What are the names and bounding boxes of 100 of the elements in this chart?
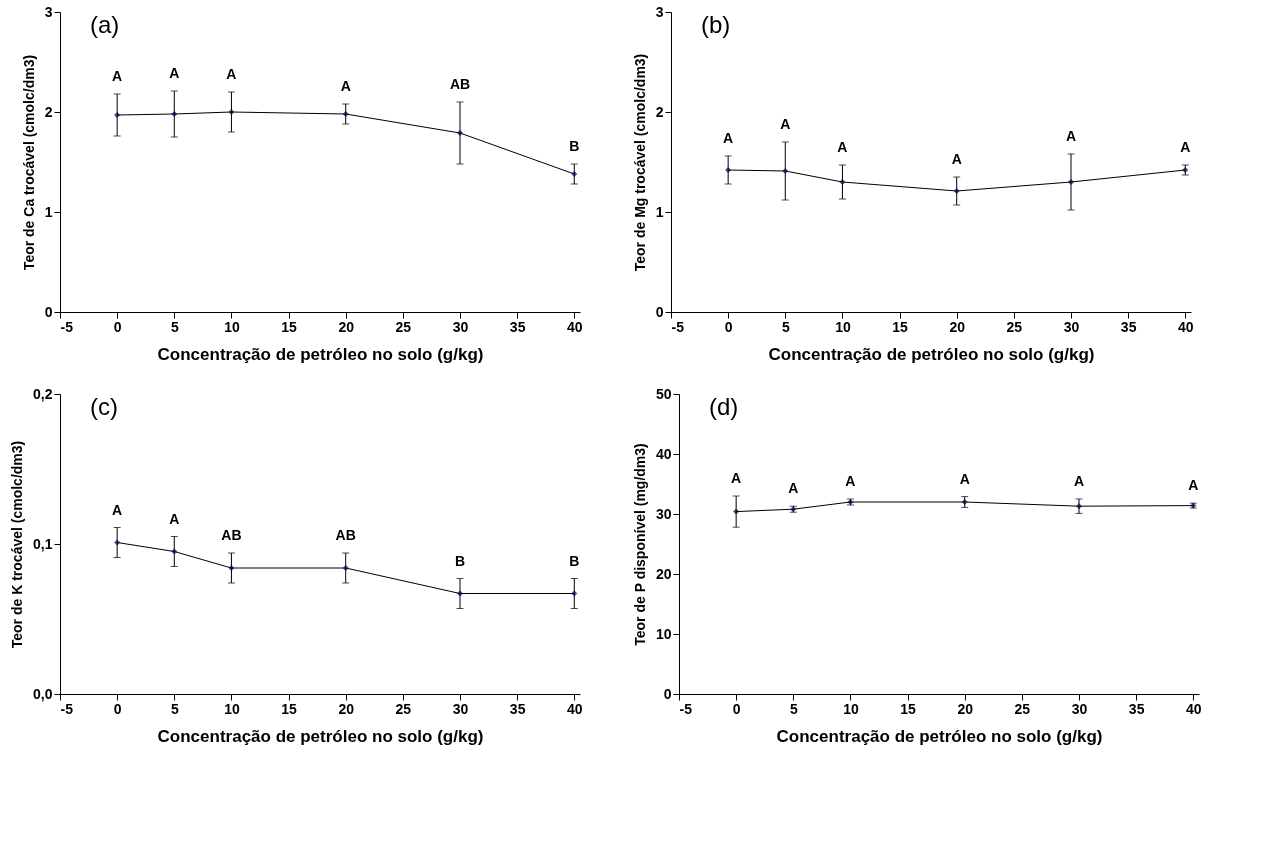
annotation: A [731, 470, 742, 486]
annotation: A [226, 66, 237, 82]
x-tick-label: -5 [60, 318, 74, 335]
point [457, 130, 463, 136]
x-tick-label: 10 [224, 700, 240, 717]
y-tick-label: 20 [655, 565, 672, 582]
point [342, 111, 349, 117]
y-tick-label: 1 [44, 203, 53, 220]
annotation: (c) [90, 393, 118, 420]
x-tick-label: 10 [835, 318, 851, 335]
y-tick-label: 1 [655, 203, 664, 220]
annotation: (d) [709, 393, 739, 420]
y-axis-title: Teor de Mg trocável (cmolc/dm3) [631, 53, 648, 272]
y-tick-label: 0,0 [33, 685, 53, 702]
x-axis-title: Concentração de petróleo no solo (g/kg) [157, 726, 484, 746]
point [839, 179, 846, 185]
x-tick-label: 30 [1063, 318, 1080, 335]
x-tick-label: 40 [1186, 700, 1202, 717]
annotation: A [959, 470, 970, 487]
annotation: A [845, 473, 856, 489]
x-tick-label: 15 [892, 318, 909, 335]
annotation: AB [335, 527, 356, 543]
x-tick-label: 5 [781, 318, 790, 335]
annotation: A [788, 480, 799, 497]
point [114, 112, 121, 118]
point [342, 565, 349, 571]
point [571, 171, 578, 177]
y-tick-label: 0,2 [33, 385, 53, 402]
x-tick-label: 5 [170, 700, 179, 717]
x-tick-label: 25 [395, 318, 412, 335]
x-tick-label: 35 [1120, 318, 1137, 335]
point [171, 548, 178, 555]
x-tick-label: 15 [281, 700, 298, 717]
y-tick-label: 10 [655, 625, 672, 642]
x-tick-label: 5 [170, 318, 179, 335]
x-tick-label: 0 [113, 318, 122, 335]
y-tick-label: 0,1 [33, 535, 53, 552]
annotation: A [1188, 477, 1199, 494]
x-tick-label: 15 [281, 318, 298, 335]
y-axis-title: Teor de K trocável (cmolc/dm3) [9, 440, 26, 649]
annotation: (b) [701, 11, 731, 38]
x-tick-label: 40 [1178, 318, 1194, 335]
x-tick-label: 15 [900, 700, 917, 717]
point [782, 168, 789, 174]
annotation: A [1073, 473, 1085, 489]
x-tick-label: 40 [567, 700, 583, 717]
point [1076, 503, 1082, 510]
point [733, 508, 740, 515]
annotation: A [112, 501, 123, 518]
x-tick-label: 20 [949, 318, 966, 335]
y-tick-label: 50 [655, 385, 672, 402]
y-tick-label: 2 [655, 103, 664, 120]
y-tick-label: 0 [655, 303, 664, 320]
x-tick-label: 10 [224, 318, 240, 335]
x-tick-label: 35 [509, 318, 526, 335]
annotation: A [951, 151, 962, 167]
x-tick-label: 30 [452, 318, 469, 335]
x-axis-title: Concentração de petróleo no solo (g/kg) [157, 344, 484, 364]
x-tick-label: 35 [509, 700, 526, 717]
annotation: A [340, 78, 351, 94]
y-tick-label: 40 [655, 445, 672, 462]
annotation: A [780, 116, 791, 132]
annotation: A [169, 510, 180, 527]
x-tick-label: -5 [679, 700, 693, 717]
point [571, 590, 578, 597]
y-tick-label: 2 [44, 103, 53, 120]
x-tick-label: 30 [452, 700, 469, 717]
point [228, 109, 235, 115]
annotation: B [569, 552, 580, 569]
x-axis-title: Concentração de petróleo no solo (g/kg) [776, 726, 1103, 746]
annotation: A [1065, 128, 1077, 144]
point [953, 188, 960, 194]
point [1068, 179, 1074, 185]
annotation: A [837, 139, 848, 155]
x-tick-label: 0 [724, 318, 733, 335]
x-tick-label: -5 [671, 318, 685, 335]
x-tick-label: 25 [395, 700, 412, 717]
y-tick-label: 0 [44, 303, 53, 320]
x-tick-label: 5 [789, 700, 798, 717]
annotation: A [723, 130, 734, 146]
x-tick-label: -5 [60, 700, 74, 717]
x-axis-title: Concentração de petróleo no solo (g/kg) [768, 344, 1095, 364]
x-tick-label: 20 [957, 700, 974, 717]
point [457, 590, 463, 597]
annotation: AB [221, 527, 242, 543]
x-tick-label: 40 [567, 318, 583, 335]
y-axis-title: Teor de P disponível (mg/dm3) [631, 443, 648, 646]
x-tick-label: 0 [732, 700, 741, 717]
point [114, 539, 121, 546]
point [725, 167, 732, 173]
annotation: A [1180, 139, 1191, 155]
y-tick-label: 3 [44, 3, 53, 20]
annotation: B [454, 552, 466, 569]
y-tick-label: 0 [663, 685, 672, 702]
annotation: A [169, 65, 180, 81]
annotation: A [112, 68, 123, 84]
x-tick-label: 25 [1006, 318, 1023, 335]
point [171, 111, 178, 117]
x-tick-label: 20 [338, 700, 355, 717]
annotation: B [569, 138, 580, 154]
